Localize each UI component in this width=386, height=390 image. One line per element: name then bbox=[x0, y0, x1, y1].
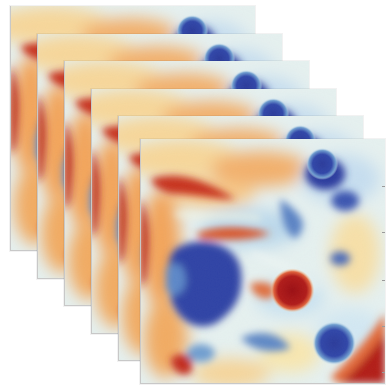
axis-tick bbox=[382, 372, 385, 373]
axis-tick bbox=[382, 280, 385, 281]
flow-frame-6 bbox=[140, 139, 385, 384]
axis-tick bbox=[382, 186, 385, 187]
axis-tick bbox=[382, 326, 385, 327]
axis-tick bbox=[382, 232, 385, 233]
